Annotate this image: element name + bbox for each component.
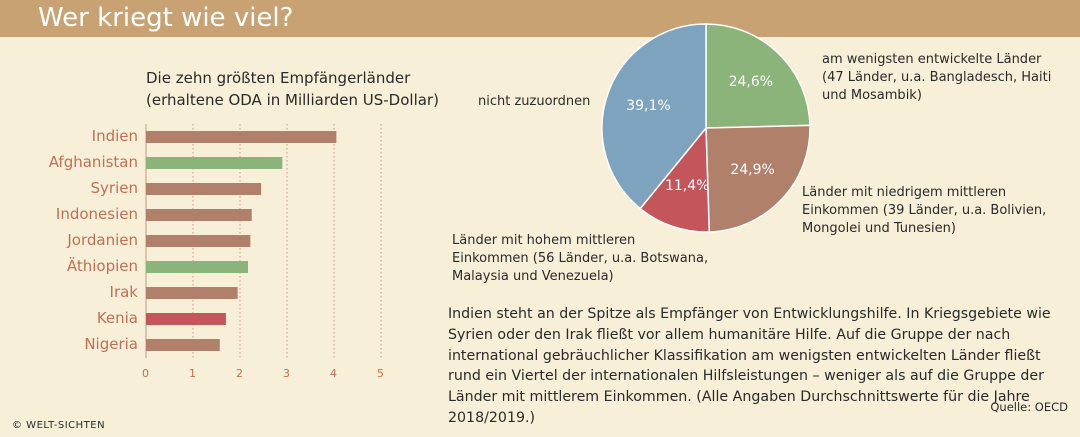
bar — [146, 131, 337, 143]
pie-slice-caption: am wenigsten entwickelte Länder (47 Lände… — [822, 52, 1052, 103]
pie-slice-caption: Länder mit niedrigem mittleren Einkommen … — [802, 185, 1047, 236]
pie-slice-label: 11,4% — [664, 178, 710, 195]
pie-slice — [705, 23, 811, 129]
pie-slice — [705, 124, 811, 233]
pie-slice — [601, 23, 707, 210]
bar — [146, 339, 220, 351]
category-label: Irak — [109, 283, 138, 301]
category-label: Indonesien — [55, 205, 138, 223]
header-bar: Wer kriegt wie viel? — [0, 0, 1080, 37]
pie-slice-label: 39,1% — [626, 98, 671, 115]
bar — [146, 287, 238, 299]
x-tick-label: 3 — [283, 367, 290, 380]
x-tick-label: 0 — [142, 367, 149, 380]
pie-slice-caption: Länder mit hohem mittleren Einkommen (56 … — [452, 233, 709, 284]
category-label: Syrien — [90, 179, 138, 197]
page-title: Wer kriegt wie viel? — [38, 3, 294, 33]
bar — [146, 157, 283, 169]
bar — [146, 235, 251, 247]
copyright-note: © WELT-SICHTEN — [12, 420, 106, 431]
bar-chart-title-line-2: (erhaltene ODA in Milliarden US-Dollar) — [146, 91, 439, 109]
x-tick-label: 4 — [330, 367, 337, 380]
pie-slice-label: 24,9% — [730, 161, 775, 178]
category-label: Kenia — [96, 309, 138, 327]
category-label: Indien — [91, 127, 138, 145]
category-label: Nigeria — [84, 335, 138, 353]
bar — [146, 313, 226, 325]
source-note: Quelle: OECD — [990, 400, 1068, 414]
pie-slice-caption: nicht zuzuordnen — [478, 94, 591, 109]
category-label: Afghanistan — [48, 153, 138, 171]
category-label: Äthiopien — [66, 257, 138, 275]
x-tick-label: 1 — [189, 367, 196, 380]
x-tick-label: 2 — [236, 367, 243, 380]
bar — [146, 209, 252, 221]
pie-slice — [639, 125, 711, 233]
category-label: Jordanien — [67, 231, 138, 249]
body-text: Indien steht an der Spitze als Empfänger… — [448, 306, 1051, 426]
pie-slice-label: 24,6% — [728, 74, 774, 91]
bar — [146, 261, 248, 273]
bar-chart-title-line-1: Die zehn größten Empfängerländer — [146, 69, 411, 87]
bar-chart-title: Die zehn größten Empfängerländer (erhalt… — [146, 67, 439, 111]
bar — [146, 183, 262, 195]
x-tick-label: 5 — [377, 367, 384, 380]
